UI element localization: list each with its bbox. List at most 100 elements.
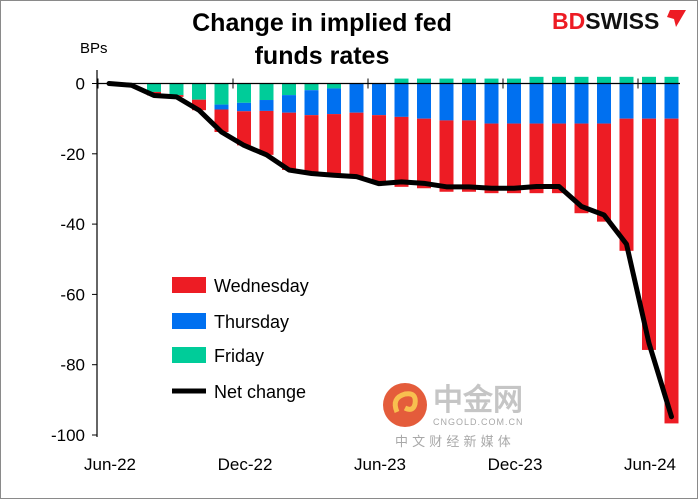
watermark: 中金网 CNGOLD.COM.CN 中 文 财 经 新 媒 体 [383,383,524,450]
net-change-line [106,81,674,420]
y-tick-label: -20 [60,145,85,164]
x-tick-label: Dec-23 [488,455,543,474]
bar-thursday-Feb-24 [552,83,566,124]
bar-wednesday-Nov-23 [484,123,499,194]
bar-friday-Aug-22 [147,83,161,92]
bar-wednesday-Sep-23 [439,120,454,192]
bar-friday-Oct-22 [192,83,206,100]
bar-wednesday-Jul-24 [664,118,679,424]
x-tick-label: Dec-22 [218,455,273,474]
bar-thursday-Apr-23 [327,88,341,115]
bars-layer [147,76,679,424]
bar-thursday-Jul-23 [394,83,409,117]
bar-thursday-Feb-23 [282,95,296,113]
chart-title-line-2: funds rates [255,42,390,70]
bar-wednesday-Mar-24 [574,123,589,214]
legend-label-thursday: Thursday [214,312,289,332]
bar-friday-Jul-24 [664,76,679,84]
bar-friday-Apr-23 [327,83,341,89]
y-tick-label: -80 [60,356,85,375]
bar-friday-Dec-23 [507,78,521,84]
bar-friday-Oct-23 [462,78,476,84]
watermark-tagline: 中 文 财 经 新 媒 体 [395,434,511,450]
legend-label-wednesday: Wednesday [214,276,309,296]
bar-wednesday-May-23 [349,112,364,177]
bar-thursday-Sep-23 [439,83,454,121]
bar-wednesday-Jan-23 [259,110,274,155]
bar-thursday-Mar-24 [574,83,589,124]
bar-thursday-May-24 [619,83,634,119]
bar-friday-Feb-23 [282,83,296,96]
bar-thursday-Jan-24 [529,83,544,124]
watermark-sub: CNGOLD.COM.CN [433,417,524,427]
bar-thursday-Oct-23 [462,83,476,121]
bar-friday-Jan-24 [529,76,544,84]
bar-friday-Aug-23 [417,78,431,84]
chart-title-line-1: Change in implied fed [192,9,452,37]
watermark-logo-icon [383,383,427,427]
bar-friday-Jun-24 [642,76,656,84]
bar-wednesday-Oct-22 [192,99,206,111]
bar-thursday-Jan-23 [259,100,274,111]
bar-wednesday-May-24 [619,118,634,251]
bar-friday-Dec-22 [237,83,251,103]
bar-wednesday-Jul-23 [394,116,409,187]
watermark-swirl-icon [392,391,418,413]
bar-friday-Nov-23 [484,78,499,84]
bar-friday-Apr-24 [597,76,611,84]
bar-wednesday-Feb-24 [552,123,566,194]
bar-wednesday-Apr-24 [597,123,611,222]
bar-wednesday-Dec-23 [507,123,521,194]
x-tick-label: Jun-22 [84,455,136,474]
bar-thursday-Mar-23 [304,90,319,116]
bar-thursday-Nov-23 [484,83,499,124]
bar-thursday-Dec-23 [507,83,521,124]
legend-label-net-change: Net change [214,382,306,402]
logo-arrow-icon [667,10,686,27]
bar-friday-May-24 [619,76,634,84]
bar-thursday-Jul-24 [664,83,679,119]
bar-wednesday-Apr-23 [327,114,341,176]
bar-thursday-Dec-22 [237,102,251,112]
bar-friday-Mar-24 [574,76,589,84]
bar-friday-Mar-23 [304,83,319,91]
x-tick-label: Jun-23 [354,455,406,474]
y-tick-label: -40 [60,215,85,234]
bar-friday-Jan-23 [259,83,274,101]
y-tick-label: -100 [51,426,85,445]
bar-wednesday-Mar-23 [304,115,319,174]
legend-swatch-thursday [172,313,206,329]
bar-friday-Sep-22 [169,83,184,96]
legend-swatch-friday [172,347,206,363]
bar-wednesday-Jun-23 [372,115,386,184]
bar-friday-Jul-23 [394,78,409,84]
bar-thursday-Jun-24 [642,83,656,119]
bar-thursday-May-23 [349,83,364,113]
bar-wednesday-Jun-24 [642,118,656,350]
legend-label-friday: Friday [214,346,264,366]
x-tick-label: Jun-24 [624,455,676,474]
bar-wednesday-Feb-23 [282,112,296,170]
bar-thursday-Jun-23 [372,83,386,116]
bar-friday-Nov-22 [214,83,229,105]
bar-thursday-Nov-22 [214,104,229,110]
bar-wednesday-Oct-23 [462,120,476,192]
bdswiss-logo: BDSWISS [552,8,686,34]
bar-thursday-Apr-24 [597,83,611,124]
bar-wednesday-Dec-22 [237,111,251,146]
logo-text: BDSWISS [552,8,659,34]
legend: Wednesday Thursday Friday Net change [172,276,309,402]
y-axis-label: BPs [80,40,108,57]
y-tick-label: -60 [60,285,85,304]
bar-friday-Sep-23 [439,78,454,84]
net-change-layer [106,81,674,420]
bar-friday-Feb-24 [552,76,566,84]
legend-swatch-wednesday [172,277,206,293]
watermark-text: 中金网 [433,383,523,418]
bar-wednesday-Aug-23 [417,118,431,189]
bar-wednesday-Jan-24 [529,123,544,194]
axes-layer: 0 -20 -40 -60 -80 -100 Jun-22 Dec-22 Jun-23 Dec-2… [51,70,680,474]
